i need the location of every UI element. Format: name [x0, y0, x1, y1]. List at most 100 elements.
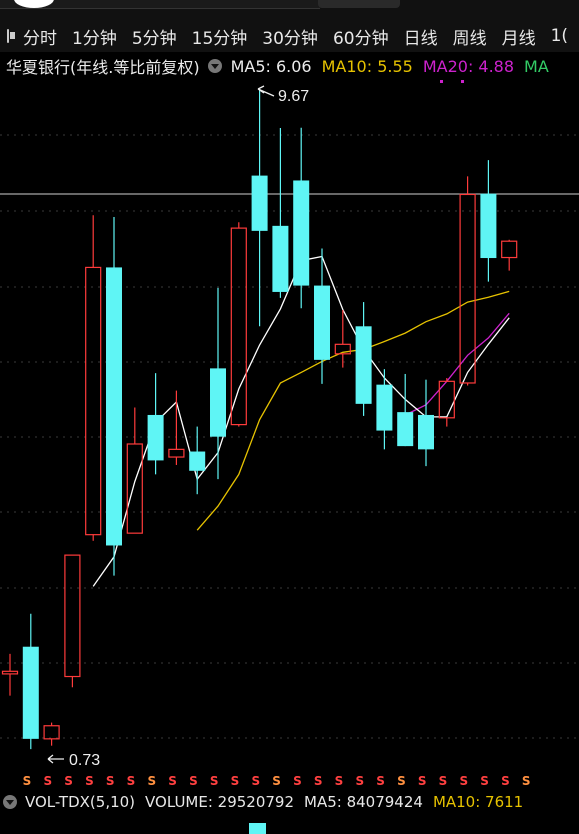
tab-15min[interactable]: 15分钟	[191, 28, 248, 49]
header-button[interactable]	[318, 0, 400, 8]
signal-dots	[440, 80, 464, 83]
low-price-label: 0.73	[69, 752, 100, 769]
dividend-marker: S	[251, 774, 260, 788]
dividend-marker: S	[522, 774, 531, 788]
candle-body	[293, 180, 310, 286]
candle	[251, 89, 268, 327]
dividend-marker: S	[189, 774, 198, 788]
ma20-readout: MA20: 4.88	[422, 56, 515, 76]
candle	[168, 390, 185, 465]
signal-dot	[440, 80, 443, 83]
tab-timeshare[interactable]: 分时	[23, 28, 57, 49]
volume-readout: VOLUME: 29520792	[145, 793, 295, 811]
candle-body	[501, 240, 518, 259]
candle	[501, 239, 518, 271]
volume-ma10-readout: MA10: 7611	[432, 793, 524, 811]
candle	[397, 373, 414, 447]
dividend-marker: S	[85, 774, 94, 788]
dividend-marker: S	[106, 774, 115, 788]
candle	[106, 216, 122, 576]
high-arrow-icon	[257, 85, 275, 97]
candle-body	[1, 670, 19, 675]
stock-title: 华夏银行(年线.等比前复权)	[6, 58, 200, 77]
candle	[376, 369, 393, 450]
candle	[126, 407, 143, 534]
candle	[272, 128, 289, 298]
candle	[480, 160, 497, 282]
candle	[22, 613, 39, 750]
candle-body	[85, 266, 102, 536]
ma-more-readout: MA	[524, 56, 549, 76]
tab-weekly[interactable]: 周线	[452, 28, 487, 49]
tab-daily[interactable]: 日线	[403, 28, 438, 49]
tab-monthly[interactable]: 月线	[501, 28, 536, 49]
candle-body	[147, 414, 164, 461]
candle-body	[189, 451, 206, 471]
candle	[43, 722, 60, 746]
ma-settings-dropdown-icon[interactable]	[207, 59, 222, 73]
dividend-marker: S	[272, 774, 281, 788]
candle-body	[376, 384, 393, 431]
broker-logo	[14, 0, 54, 8]
candle	[1, 653, 19, 696]
candle	[438, 378, 455, 427]
candle-body	[126, 443, 143, 534]
layout-toggle-icon[interactable]	[7, 29, 15, 43]
candle	[459, 176, 476, 386]
candle	[293, 127, 310, 309]
tab-more[interactable]: 1(	[550, 26, 569, 46]
dividend-marker: S	[23, 774, 32, 788]
volume-settings-dropdown-icon[interactable]	[3, 795, 17, 809]
candle	[64, 554, 81, 688]
candle	[147, 373, 164, 475]
candles	[1, 89, 518, 750]
broker-logo-area	[0, 0, 320, 9]
candle-body	[106, 267, 122, 546]
dividend-marker: S	[480, 774, 489, 788]
dividend-marker: S	[376, 774, 385, 788]
price-annotations: 9.67 0.73	[47, 85, 309, 769]
dividend-marker: S	[459, 774, 468, 788]
candle-body	[251, 175, 268, 231]
period-toolbar: 分时 1分钟 5分钟 15分钟 30分钟 60分钟 日线 周线 月线 1(	[0, 20, 579, 52]
ma10-readout: MA10: 5.55	[321, 56, 413, 76]
tab-60min[interactable]: 60分钟	[332, 28, 389, 49]
dividend-marker: S	[210, 774, 219, 788]
tab-30min[interactable]: 30分钟	[262, 28, 318, 49]
dividend-marker: S	[355, 774, 364, 788]
candle	[85, 215, 102, 541]
candle-body	[397, 412, 414, 447]
candle-body	[334, 343, 351, 355]
tab-1min[interactable]: 1分钟	[72, 28, 117, 49]
volume-indicator-name[interactable]: VOL-TDX(5,10)	[25, 793, 136, 811]
candle	[210, 287, 226, 480]
dividend-marker: S	[335, 774, 344, 788]
candle	[314, 248, 330, 384]
high-price-label: 9.67	[278, 88, 309, 105]
top-strip	[0, 0, 579, 20]
candle-body	[272, 225, 289, 292]
ma5-readout: MA5: 6.06	[230, 56, 312, 76]
dividend-marker: S	[397, 774, 406, 788]
candle-body	[168, 448, 185, 458]
candle-body	[210, 368, 226, 437]
candle	[334, 310, 351, 368]
candle-body	[438, 380, 455, 419]
dividend-marker: S	[43, 774, 52, 788]
ma20-line	[404, 312, 510, 416]
dividend-marker: S	[127, 774, 136, 788]
candle-body	[43, 725, 60, 740]
ma10-line	[196, 290, 510, 531]
signal-dot	[461, 80, 464, 83]
dividend-marker: S	[314, 774, 323, 788]
dividend-marker: S	[168, 774, 177, 788]
candle-body	[230, 227, 247, 426]
tab-5min[interactable]: 5分钟	[131, 28, 177, 49]
dividend-marker: S	[147, 774, 156, 788]
candle	[355, 302, 372, 416]
candle-body	[480, 193, 497, 259]
dividend-marker: S	[293, 774, 302, 788]
candle-body	[22, 646, 39, 739]
